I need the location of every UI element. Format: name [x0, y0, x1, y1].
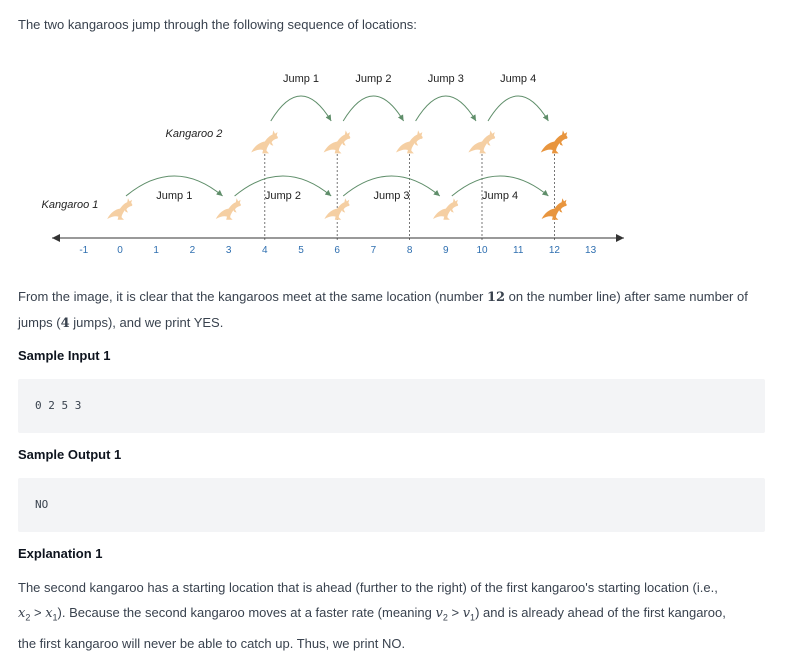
- kangaroo-2-label: Kangaroo 2: [166, 128, 223, 140]
- kangaroo-2-icon: [468, 130, 496, 154]
- sample-input-box: 0 2 5 3: [18, 379, 765, 433]
- kangaroo-2-icon: [396, 130, 423, 154]
- kangaroo-1-icon: [541, 198, 567, 220]
- jump-label: Jump 1: [283, 73, 319, 85]
- number-line-tick: 0: [117, 245, 123, 256]
- sample-input-value: 0 2 5 3: [35, 399, 82, 412]
- sample-output-box: NO: [18, 478, 765, 532]
- jump-label: Jump 2: [265, 190, 301, 202]
- kangaroo-1-icon: [324, 198, 350, 220]
- number-line-tick: 12: [549, 245, 561, 256]
- jump-label: Jump 4: [500, 73, 536, 85]
- number-line-tick: 7: [371, 245, 377, 256]
- number-line-tick: 2: [190, 245, 196, 256]
- kangaroo-1-jump-arc: [451, 175, 549, 197]
- kangaroo-2-icon: [251, 130, 278, 154]
- kangaroo-1-jump-arc: [342, 175, 441, 197]
- number-line-tick: -1: [79, 245, 88, 256]
- sample-input-heading: Sample Input 1: [18, 348, 111, 363]
- jump-label: Jump 2: [355, 73, 391, 85]
- kangaroo-1-jump-arc: [125, 175, 223, 197]
- intro-text: The two kangaroos jump through the follo…: [18, 17, 417, 32]
- number-line-tick: 1: [153, 245, 159, 256]
- kangaroo-1-jump-arc: [234, 175, 332, 197]
- kangaroo-1-icon: [433, 198, 459, 220]
- jump-label: Jump 3: [428, 73, 464, 85]
- jump-label: Jump 4: [482, 190, 518, 202]
- kangaroo-2-jump-arc: [487, 95, 549, 122]
- jump-label: Jump 1: [156, 190, 192, 202]
- explanation-text: The second kangaroo has a starting locat…: [18, 580, 726, 651]
- explanation-heading: Explanation 1: [18, 546, 103, 561]
- number-line-tick: 8: [407, 245, 413, 256]
- jump-label: Jump 3: [373, 190, 409, 202]
- number-line-tick: 13: [585, 245, 597, 256]
- number-line-tick: 6: [334, 245, 340, 256]
- kangaroo-2-jump-arc: [415, 95, 477, 122]
- kangaroo-1-label: Kangaroo 1: [42, 199, 99, 211]
- number-line-tick: 3: [226, 245, 232, 256]
- kangaroo-2-jump-arc: [342, 95, 405, 122]
- sample-output-heading: Sample Output 1: [18, 447, 122, 462]
- number-line-tick: 4: [262, 245, 268, 256]
- number-line-tick: 9: [443, 245, 449, 256]
- number-line-tick: 10: [476, 245, 488, 256]
- kangaroo-1-icon: [107, 198, 133, 220]
- number-line-tick: 5: [298, 245, 304, 256]
- kangaroo-2-icon: [323, 130, 351, 154]
- kangaroo-1-icon: [215, 198, 241, 220]
- explanation-meet-text: From the image, it is clear that the kan…: [18, 289, 748, 331]
- kangaroo-2-icon: [540, 130, 568, 154]
- sample-output-value: NO: [35, 498, 49, 511]
- kangaroo-2-jump-arc: [270, 95, 332, 122]
- number-line-tick: 11: [513, 245, 524, 256]
